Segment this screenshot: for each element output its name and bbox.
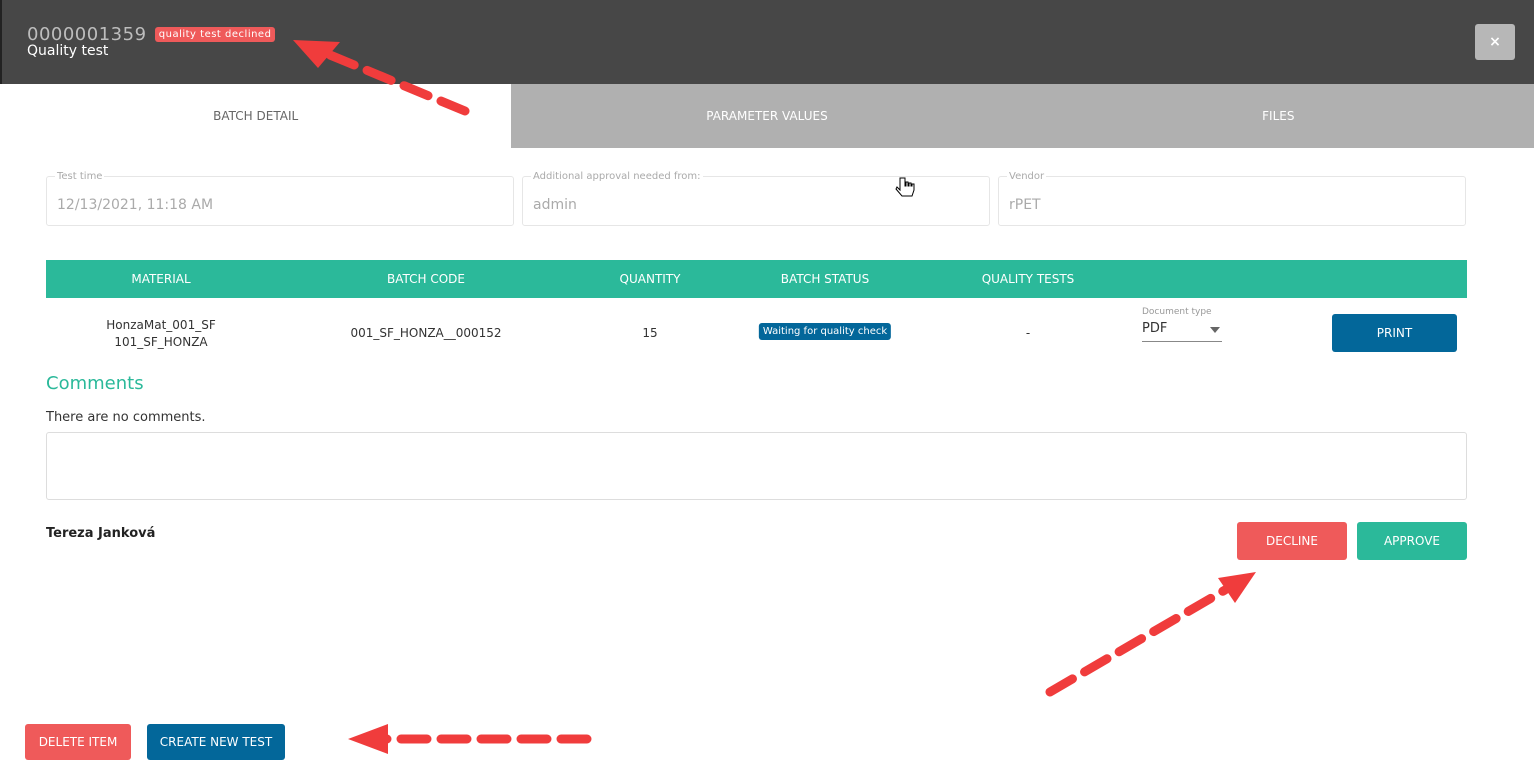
field-label: Vendor bbox=[1007, 171, 1047, 182]
column-header: QUALITY TESTS bbox=[981, 272, 1075, 286]
approval-field[interactable]: Additional approval needed from: admin bbox=[522, 171, 990, 226]
modal-header: 0000001359 quality test declined Quality… bbox=[0, 0, 1534, 84]
decline-button[interactable]: DECLINE bbox=[1237, 522, 1347, 560]
quantity-cell: 15 bbox=[642, 326, 658, 340]
print-button[interactable]: PRINT bbox=[1332, 314, 1457, 352]
approve-button[interactable]: APPROVE bbox=[1357, 522, 1467, 560]
field-label: Additional approval needed from: bbox=[531, 171, 703, 182]
column-header: QUANTITY bbox=[619, 272, 681, 286]
document-type-value: PDF bbox=[1142, 321, 1168, 336]
item-id: 0000001359 bbox=[27, 24, 147, 45]
batch-code-cell: 001_SF_HONZA__000152 bbox=[350, 326, 502, 340]
document-type-select[interactable]: PDF bbox=[1142, 321, 1222, 342]
comment-input[interactable] bbox=[46, 432, 1467, 500]
arrowhead-icon bbox=[348, 724, 388, 754]
material-line: 101_SF_HONZA bbox=[114, 335, 208, 349]
tab-files[interactable]: FILES bbox=[1022, 84, 1534, 148]
field-value: 12/13/2021, 11:18 AM bbox=[57, 197, 214, 213]
create-new-test-button[interactable]: CREATE NEW TEST bbox=[147, 724, 285, 760]
no-comments-text: There are no comments. bbox=[46, 410, 206, 425]
material-cell: HonzaMat_001_SF 101_SF_HONZA bbox=[106, 317, 215, 351]
field-label: Test time bbox=[55, 171, 105, 182]
quality-tests-cell: - bbox=[1025, 326, 1031, 340]
user-name: Tereza Janková bbox=[46, 526, 156, 541]
vendor-field[interactable]: Vendor rPET bbox=[998, 171, 1466, 226]
tab-batch-detail[interactable]: BATCH DETAIL bbox=[0, 84, 512, 148]
dropdown-arrow-icon bbox=[1210, 327, 1220, 333]
column-header: BATCH CODE bbox=[387, 272, 465, 286]
status-badge: quality test declined bbox=[154, 27, 276, 42]
annotation-arrow-line bbox=[1045, 585, 1230, 697]
field-value: admin bbox=[533, 197, 577, 213]
close-button[interactable]: × bbox=[1475, 24, 1515, 60]
item-id-row: 0000001359 quality test declined bbox=[27, 24, 276, 45]
modal-title: Quality test bbox=[27, 43, 109, 59]
table-header: MATERIAL BATCH CODE QUANTITY BATCH STATU… bbox=[46, 260, 1467, 298]
delete-item-button[interactable]: DELETE ITEM bbox=[25, 724, 131, 760]
material-line: HonzaMat_001_SF bbox=[106, 318, 216, 332]
column-header: BATCH STATUS bbox=[780, 272, 870, 286]
comments-title: Comments bbox=[46, 373, 144, 394]
column-header: MATERIAL bbox=[131, 272, 191, 286]
arrowhead-icon bbox=[1218, 572, 1256, 603]
batch-status-badge: Waiting for quality check bbox=[758, 323, 892, 340]
tab-parameter-values[interactable]: PARAMETER VALUES bbox=[511, 84, 1023, 148]
test-time-field[interactable]: Test time 12/13/2021, 11:18 AM bbox=[46, 171, 514, 226]
tab-bar: BATCH DETAIL PARAMETER VALUES FILES bbox=[0, 84, 1534, 148]
field-value: rPET bbox=[1009, 197, 1041, 213]
table-row: HonzaMat_001_SF 101_SF_HONZA 001_SF_HONZA… bbox=[46, 300, 1467, 360]
document-type-label: Document type bbox=[1142, 307, 1212, 317]
